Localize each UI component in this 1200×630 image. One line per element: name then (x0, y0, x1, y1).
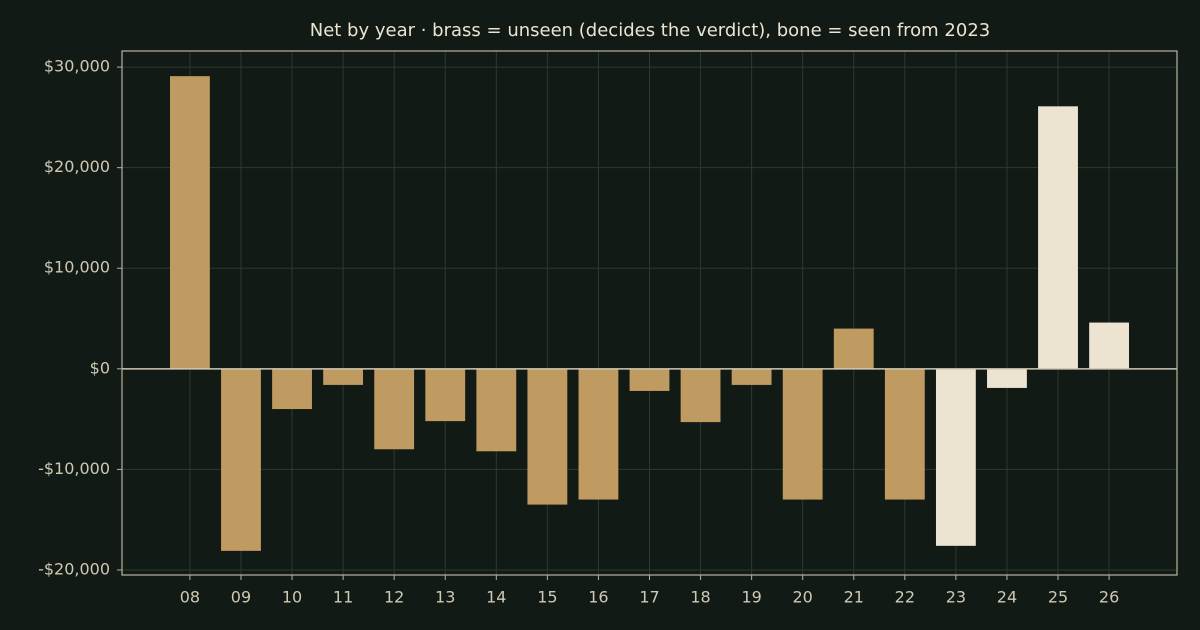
plot-frame (121, 50, 1178, 576)
bar (833, 328, 874, 369)
y-tick-label: $0 (90, 358, 110, 377)
x-tick-label: 14 (486, 588, 506, 607)
bar (476, 368, 517, 452)
x-tick-label: 08 (180, 588, 200, 607)
bar (935, 368, 976, 546)
bar (221, 368, 261, 551)
x-tick-label: 22 (895, 588, 915, 607)
x-tick-label: 11 (333, 588, 353, 607)
x-tick-label: 16 (588, 588, 608, 607)
bar (374, 368, 415, 450)
x-tick-label: 20 (793, 588, 813, 607)
bar (272, 368, 312, 410)
x-tick-label: 12 (384, 588, 404, 607)
bar (170, 76, 210, 369)
x-tick-label: 18 (690, 588, 710, 607)
x-tick-label: 13 (435, 588, 455, 607)
x-tick-label: 26 (1099, 588, 1119, 607)
bar (987, 368, 1027, 388)
bar (323, 368, 364, 385)
x-tick-label: 23 (946, 588, 966, 607)
bar (731, 368, 772, 385)
y-tick-label: -$10,000 (38, 459, 110, 478)
y-tick-label: $30,000 (44, 57, 110, 76)
y-tick-label: $10,000 (44, 258, 110, 277)
bar (884, 368, 925, 500)
bar (425, 368, 466, 422)
bar (1089, 322, 1129, 369)
x-tick-label: 15 (537, 588, 557, 607)
x-tick-label: 19 (741, 588, 761, 607)
bar (1038, 106, 1078, 369)
y-tick-label: -$20,000 (38, 559, 110, 578)
bar (680, 368, 721, 423)
chart-title: Net by year · brass = unseen (decides th… (310, 20, 991, 41)
x-tick-label: 09 (231, 588, 251, 607)
y-tick-label: $20,000 (44, 157, 110, 176)
x-tick-label: 24 (997, 588, 1017, 607)
bar (629, 368, 670, 391)
x-tick-label: 10 (282, 588, 302, 607)
bar (578, 368, 619, 500)
x-tick-label: 25 (1048, 588, 1068, 607)
bar (527, 368, 568, 505)
bar (782, 368, 823, 500)
x-tick-label: 17 (639, 588, 659, 607)
x-tick-label: 21 (844, 588, 864, 607)
